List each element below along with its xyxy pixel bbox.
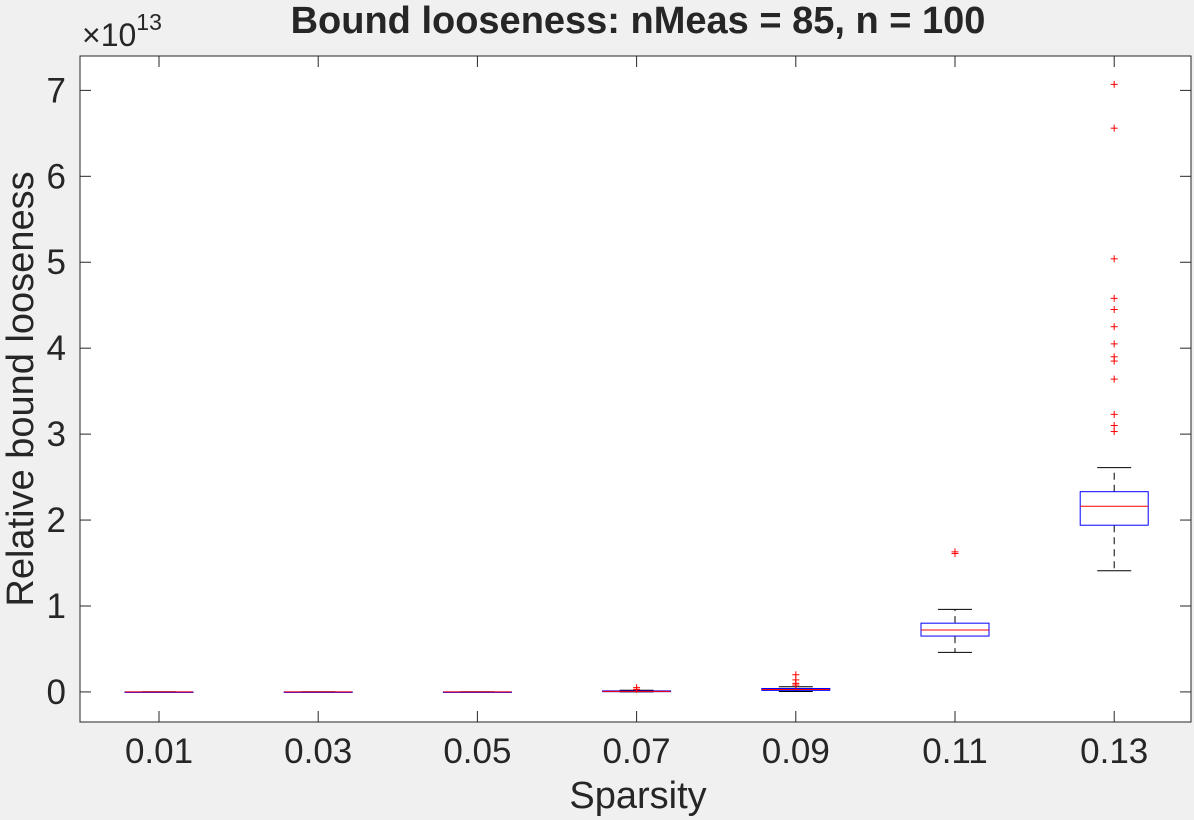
outlier-0.13-7 bbox=[1110, 323, 1118, 331]
box-0.13 bbox=[1079, 491, 1149, 526]
x-tick-label-0.01: 0.01 bbox=[125, 732, 193, 771]
outlier-0.13-6 bbox=[1110, 340, 1118, 348]
x-tick-label-0.05: 0.05 bbox=[443, 732, 511, 771]
y-exponent-power: 13 bbox=[136, 9, 162, 35]
y-tick-label-6: 6 bbox=[47, 157, 66, 196]
y-tick-label-2: 2 bbox=[47, 501, 66, 540]
outlier-0.13-0 bbox=[1110, 428, 1118, 436]
outlier-0.13-11 bbox=[1110, 124, 1118, 132]
y-exponent-base: ×10 bbox=[82, 17, 136, 53]
x-tick-label-0.09: 0.09 bbox=[762, 732, 830, 771]
chart-title: Bound looseness: nMeas = 85, n = 100 bbox=[291, 0, 986, 42]
y-tick-label-4: 4 bbox=[47, 329, 66, 368]
outlier-0.13-10 bbox=[1110, 255, 1118, 263]
outlier-0.13-3 bbox=[1110, 375, 1118, 383]
plot-area bbox=[80, 56, 1191, 722]
axis-ticks: 0.01 0.03 0.05 0.07 0.09 0.11 0.13 0 1 2 3 4 5 6 7 bbox=[47, 56, 1191, 771]
y-tick-label-5: 5 bbox=[47, 243, 66, 282]
outlier-0.09-3 bbox=[792, 671, 800, 679]
x-tick-label-0.13: 0.13 bbox=[1080, 732, 1148, 771]
outlier-0.13-2 bbox=[1110, 410, 1118, 418]
outlier-0.13-9 bbox=[1110, 294, 1118, 302]
x-tick-label-0.07: 0.07 bbox=[603, 732, 671, 771]
outlier-0.13-1 bbox=[1110, 422, 1118, 430]
outlier-0.13-12 bbox=[1110, 80, 1118, 88]
y-tick-label-7: 7 bbox=[47, 71, 66, 110]
outlier-0.07-1 bbox=[633, 684, 641, 692]
x-tick-label-0.03: 0.03 bbox=[284, 732, 352, 771]
y-axis-label: Relative bound looseness bbox=[0, 171, 42, 606]
x-axis-label: Sparsity bbox=[569, 775, 706, 817]
outlier-0.13-8 bbox=[1110, 306, 1118, 314]
y-tick-label-3: 3 bbox=[47, 415, 66, 454]
axes-frame bbox=[79, 55, 1192, 723]
y-tick-label-1: 1 bbox=[47, 587, 66, 626]
outlier-0.13-5 bbox=[1110, 353, 1118, 361]
y-tick-label-0: 0 bbox=[47, 673, 66, 712]
x-tick-label-0.11: 0.11 bbox=[922, 732, 988, 771]
y-exponent-label: ×1013 bbox=[82, 9, 162, 53]
outlier-0.11-1 bbox=[951, 548, 959, 556]
box-marks bbox=[124, 80, 1149, 693]
